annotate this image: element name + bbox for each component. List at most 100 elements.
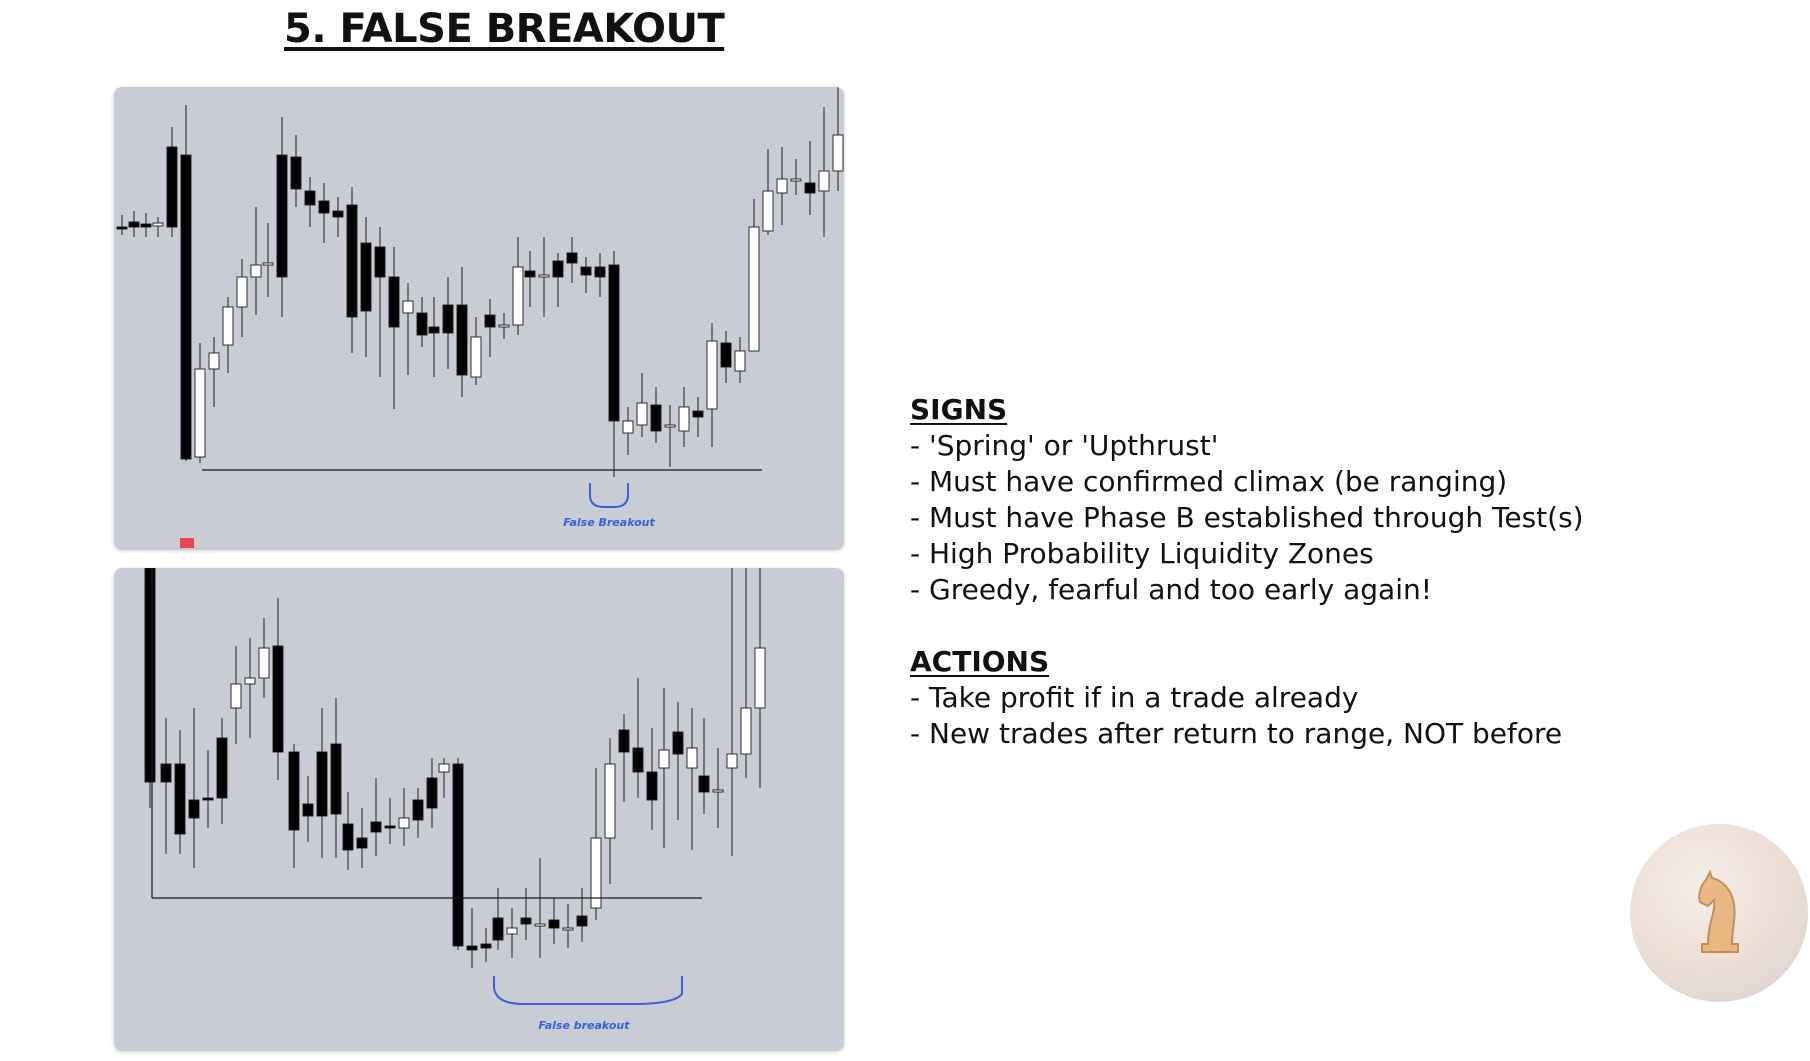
bull-candle [686,747,698,769]
chart-panel-top: False Breakout [114,87,844,550]
bear-candle [520,917,532,925]
bear-candle [144,568,156,783]
bear-candle [388,276,400,328]
bear-candle [650,404,662,432]
bear-candle [566,252,578,264]
actions-item: - Take profit if in a trade already [910,681,1359,714]
bull-candle [562,927,574,931]
bear-candle [180,154,192,460]
candlestick-chart-bottom: False breakout [144,568,766,1032]
bull-candle [194,368,206,458]
bear-candle [140,223,152,228]
bull-candle [258,647,270,679]
bear-candle [116,226,128,230]
bear-candle [174,763,186,835]
bear-candle [698,775,710,793]
bear-candle [272,645,284,753]
signs-list: - 'Spring' or 'Upthrust' - Must have con… [910,428,1790,608]
bull-candle [534,923,546,927]
bear-candle [672,731,684,755]
bear-candle [342,823,354,851]
bull-candle [706,340,718,410]
bull-candle [664,424,676,428]
bear-candle [480,943,492,949]
bull-candle [590,837,602,909]
breakout-bracket [589,483,629,508]
bull-candle [754,647,766,709]
red-marker [180,538,194,548]
signs-item: - Greedy, fearful and too early again! [910,573,1432,606]
bull-candle [470,336,482,378]
bear-candle [618,729,630,753]
bear-candle [548,919,560,929]
breakout-bracket [493,976,683,1005]
bear-candle [804,182,816,194]
bull-candle [498,324,510,328]
bear-candle [576,915,588,927]
bull-candle [222,306,234,346]
bear-candle [428,326,440,334]
signs-heading: SIGNS [910,393,1008,426]
bear-candle [646,771,658,801]
signs-item: - Must have Phase B established through … [910,501,1584,534]
bull-candle [622,420,634,434]
bear-candle [332,210,344,218]
bull-candle [726,753,738,769]
actions-list: - Take profit if in a trade already - Ne… [910,680,1790,752]
bear-candle [452,763,464,947]
bear-candle [442,304,454,334]
bull-candle [712,789,724,793]
chart-panel-bottom: False breakout [114,568,844,1051]
bear-candle [374,246,386,278]
chess-knight-globe-logo-icon [1630,824,1808,1002]
bear-candle [720,342,732,368]
bull-candle [678,406,690,432]
bear-candle [188,799,200,819]
bull-candle [636,402,648,426]
bear-candle [524,270,536,278]
bull-candle [818,170,830,192]
bear-candle [360,242,372,312]
false-breakout-label: False Breakout [563,516,655,529]
bull-candle [236,276,248,308]
bull-candle [438,763,450,773]
notes-block: SIGNS - 'Spring' or 'Upthrust' - Must ha… [910,392,1790,752]
signs-item: - Must have confirmed climax (be ranging… [910,465,1508,498]
bull-candle [230,683,242,709]
bull-candle [776,178,788,194]
bull-candle [748,226,760,352]
bull-candle [402,300,414,314]
bear-candle [456,304,468,376]
signs-item: - High Probability Liquidity Zones [910,537,1374,570]
bull-candle [506,927,518,935]
actions-heading: ACTIONS [910,645,1050,678]
bull-candle [604,763,616,839]
bear-candle [290,156,302,190]
bull-candle [658,749,670,769]
bear-candle [128,221,140,228]
bear-candle [466,945,478,951]
bull-candle [208,352,220,370]
bear-candle [416,312,428,336]
bear-candle [288,751,300,831]
bear-candle [484,314,496,328]
bull-candle [250,264,262,278]
bull-candle [832,134,844,172]
bear-candle [426,777,438,809]
bear-candle [302,803,314,817]
bull-candle [538,274,550,278]
candlestick-chart-top: False Breakout [116,87,844,529]
bear-candle [216,737,228,799]
bear-candle [594,266,606,278]
bull-candle [398,817,410,829]
bear-candle [356,837,368,849]
bear-candle [608,264,620,422]
false-breakout-label: False breakout [538,1019,630,1032]
bear-candle [384,825,396,829]
bull-candle [262,262,274,266]
bull-candle [740,707,752,755]
bear-candle [370,821,382,833]
bear-candle [346,204,358,318]
bear-candle [276,154,288,278]
bull-candle [512,266,524,326]
